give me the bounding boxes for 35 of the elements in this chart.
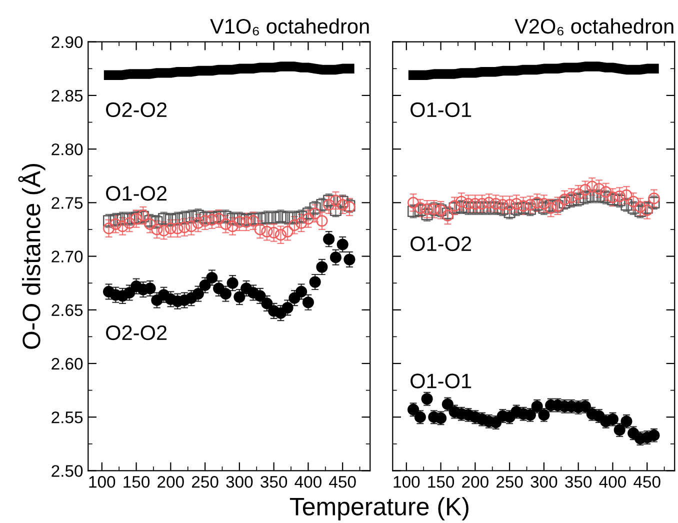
x-tick-label: 400: [294, 476, 322, 488]
y-tick-label: 2.55: [52, 411, 83, 424]
chart-title: V1O₆ octahedron: [210, 18, 369, 36]
x-tick-label: 250: [192, 476, 218, 488]
y-tick-label: 2.90: [52, 36, 83, 48]
chart-title: V2O₆ octahedron: [514, 18, 674, 36]
x-tick-label: 150: [124, 476, 150, 488]
x-tick-label: 300: [530, 476, 558, 488]
y-tick-label: 2.70: [52, 250, 83, 262]
x-tick-label: 250: [496, 476, 523, 488]
x-tick-label: 300: [226, 476, 253, 488]
y-tick-label: 2.60: [52, 358, 83, 370]
x-tick-label: 450: [634, 476, 660, 488]
x-tick-label: 100: [89, 476, 116, 488]
x-tick-label: 200: [158, 476, 184, 488]
x-tick-label: 350: [260, 476, 288, 488]
annotation: O1-O2: [106, 186, 167, 201]
annotation: O1-O2: [410, 236, 472, 252]
x-tick-label: 350: [565, 476, 592, 488]
x-tick-label: 200: [462, 476, 488, 488]
annotation: O2-O2: [106, 102, 167, 118]
x-tick-label: 150: [428, 476, 454, 488]
x-tick-label: 100: [394, 476, 420, 488]
annotation: O1-O1: [410, 102, 472, 118]
y-axis-title: O-O distance (Å): [18, 164, 46, 349]
x-axis-title: Temperature (K): [290, 497, 468, 520]
y-tick-label: 2.75: [52, 197, 83, 209]
y-tick-label: 2.80: [52, 143, 83, 156]
y-tick-label: 2.65: [52, 304, 83, 316]
x-tick-label: 450: [329, 476, 356, 488]
y-tick-label: 2.85: [52, 90, 83, 102]
y-tick-label: 2.50: [52, 465, 83, 477]
annotation: O2-O2: [106, 325, 167, 340]
x-tick-label: 400: [599, 476, 626, 488]
annotation: O1-O1: [410, 374, 472, 388]
